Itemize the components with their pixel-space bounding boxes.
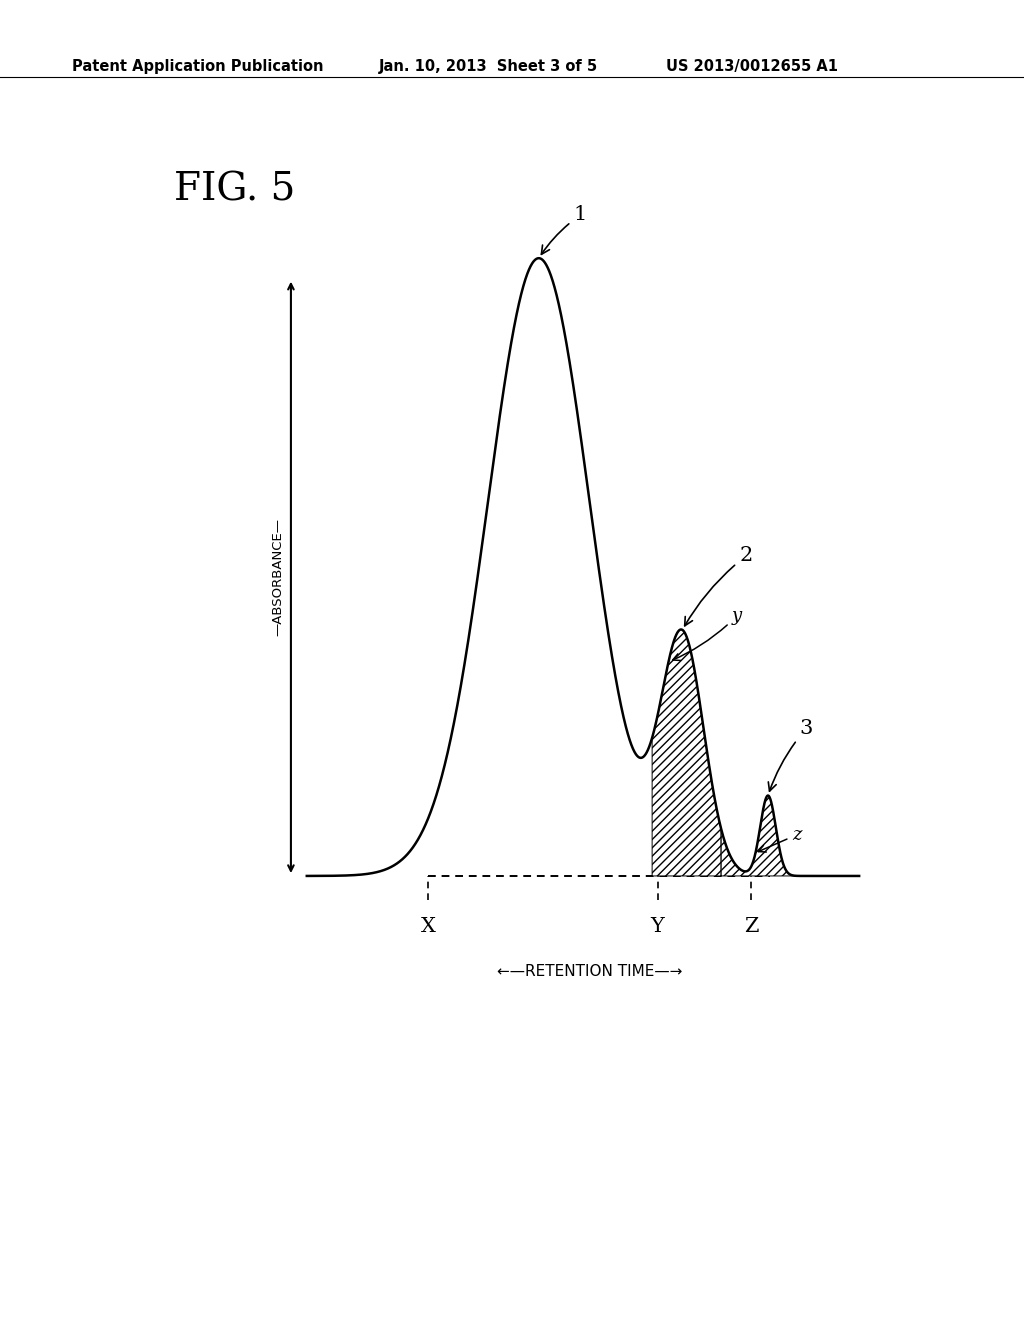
Text: —ABSORBANCE—: —ABSORBANCE— (271, 519, 285, 636)
Text: y: y (673, 607, 742, 660)
Text: US 2013/0012655 A1: US 2013/0012655 A1 (666, 59, 838, 74)
Text: 3: 3 (768, 719, 813, 791)
Text: 2: 2 (685, 546, 753, 626)
Polygon shape (721, 796, 796, 876)
Text: FIG. 5: FIG. 5 (174, 172, 296, 209)
Text: 1: 1 (542, 206, 587, 255)
Text: Z: Z (744, 917, 759, 936)
Text: Patent Application Publication: Patent Application Publication (72, 59, 324, 74)
Text: ←—RETENTION TIME—→: ←—RETENTION TIME—→ (498, 964, 683, 979)
Text: X: X (421, 917, 436, 936)
Text: z: z (759, 826, 802, 851)
Text: Jan. 10, 2013  Sheet 3 of 5: Jan. 10, 2013 Sheet 3 of 5 (379, 59, 598, 74)
Text: Y: Y (650, 917, 665, 936)
Polygon shape (652, 630, 721, 876)
